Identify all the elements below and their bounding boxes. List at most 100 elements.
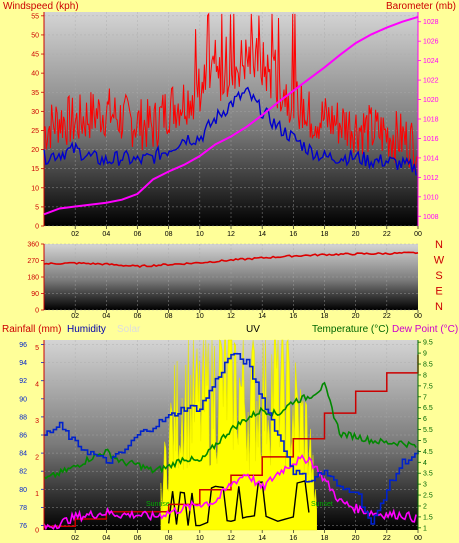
x-tick-label: 08	[165, 313, 173, 320]
x-tick-label: 06	[134, 231, 142, 238]
y-tick-label: 35	[31, 90, 39, 97]
y-tick-label: 55	[31, 13, 39, 20]
direction-axis: 0 90 180 270 360	[27, 242, 45, 315]
legend-label: Rainfall (mm)	[2, 324, 61, 335]
x-tick-label: 16	[289, 231, 297, 238]
y-tick-label: 82	[19, 469, 27, 476]
x-tick-label: 04	[102, 535, 110, 542]
barometer-line	[43, 15, 419, 216]
y-tick-label: 3.5	[423, 471, 433, 478]
y-tick-label: 8	[423, 372, 427, 379]
x-tick-label: 22	[383, 535, 391, 542]
windspeed-label: Windspeed (kph)	[3, 1, 79, 12]
x-tick-label: 06	[134, 313, 142, 320]
y-tick-label: 2	[35, 454, 39, 461]
sunset-label: Sunset	[311, 501, 333, 508]
x-tick-label: 00	[414, 535, 422, 542]
rain-temp-legend: Rainfall (mm) Humidity Solar UV Temperature …	[2, 324, 458, 335]
y-tick-label: 94	[19, 360, 27, 367]
rain-temp-series	[43, 339, 419, 531]
x-tick-label: 12	[227, 535, 235, 542]
x-tick-label: 20	[352, 231, 360, 238]
y-tick-label: 88	[19, 414, 27, 421]
y-tick-label: 86	[19, 433, 27, 440]
rain-axis: 0 1 2 3 4 5	[35, 345, 39, 535]
y-tick-label: 3	[423, 482, 427, 489]
legend-label: Humidity	[67, 324, 106, 335]
y-tick-label: 7.5	[423, 383, 433, 390]
y-tick-label: 25	[31, 128, 39, 135]
y-tick-label: 3	[35, 418, 39, 425]
y-tick-label: 1	[35, 491, 39, 498]
y-tick-label: 40	[31, 71, 39, 78]
solar-area	[160, 339, 317, 531]
y-tick-label: 90	[19, 396, 27, 403]
y-tick-label: 8.5	[423, 362, 433, 369]
y-tick-label: 15	[31, 166, 39, 173]
x-tick-label: 22	[383, 313, 391, 320]
y-tick-label: 1014	[423, 155, 439, 162]
y-tick-label: 84	[19, 451, 27, 458]
y-tick-label: 2	[423, 503, 427, 510]
x-tick-label: 20	[352, 535, 360, 542]
y-tick-label: 5.5	[423, 427, 433, 434]
legend-label: UV	[246, 324, 260, 335]
x-tick-label: 06	[134, 535, 142, 542]
direction-grid	[44, 243, 418, 311]
x-tick-label: 12	[227, 231, 235, 238]
compass-label: W	[434, 255, 445, 267]
y-tick-label: 92	[19, 378, 27, 385]
y-tick-label: 4	[423, 460, 427, 467]
y-tick-label: 4	[35, 381, 39, 388]
legend-label: Dew Point (°C)	[392, 324, 458, 335]
dew-point-line	[43, 454, 417, 531]
y-tick-label: 1022	[423, 78, 439, 85]
y-tick-label: 180	[27, 275, 39, 282]
wind-speed-axis: 0 5 10 15 20 25 30 35 40 45 50 55	[31, 12, 45, 231]
barometer-label: Barometer (mb)	[386, 1, 456, 12]
y-tick-label: 0	[35, 528, 39, 535]
y-tick-label: 1	[423, 525, 427, 532]
average-wind-line	[43, 86, 417, 176]
x-tick-label: 00	[414, 313, 422, 320]
x-tick-label: 04	[102, 313, 110, 320]
humidity-line	[44, 352, 419, 525]
y-tick-label: 0	[35, 308, 39, 315]
y-tick-label: 10	[31, 185, 39, 192]
y-tick-label: 5	[35, 204, 39, 211]
time-axes: 02 04 06 08 10 12 14 16 18 20 22 00 02 04 06 08 10 12 14 16…	[71, 226, 422, 542]
y-tick-label: 45	[31, 52, 39, 59]
x-tick-label: 16	[289, 535, 297, 542]
y-tick-label: 30	[31, 109, 39, 116]
y-tick-label: 1020	[423, 97, 439, 104]
x-tick-label: 18	[321, 231, 329, 238]
y-tick-label: 1024	[423, 58, 439, 65]
compass-label: N	[435, 239, 443, 251]
y-tick-label: 9.5	[423, 340, 433, 347]
y-tick-label: 5	[35, 345, 39, 352]
legend-label: Solar	[117, 324, 141, 335]
y-tick-label: 7	[423, 394, 427, 401]
legend-label: Temperature (°C)	[312, 324, 389, 335]
direction-line	[43, 251, 419, 269]
y-tick-label: 9	[423, 351, 427, 358]
x-tick-label: 14	[258, 535, 266, 542]
y-tick-label: 1008	[423, 214, 439, 221]
x-tick-label: 20	[352, 313, 360, 320]
y-tick-label: 270	[27, 258, 39, 265]
y-tick-label: 96	[19, 342, 27, 349]
y-tick-label: 90	[31, 291, 39, 298]
y-tick-label: 360	[27, 242, 39, 249]
y-tick-label: 50	[31, 32, 39, 39]
y-tick-label: 5	[423, 438, 427, 445]
x-tick-label: 08	[165, 535, 173, 542]
x-tick-label: 10	[196, 535, 204, 542]
x-tick-label: 02	[71, 231, 79, 238]
y-tick-label: 6	[423, 416, 427, 423]
x-tick-label: 18	[321, 535, 329, 542]
y-tick-label: 1028	[423, 19, 439, 26]
y-tick-label: 1016	[423, 136, 439, 143]
